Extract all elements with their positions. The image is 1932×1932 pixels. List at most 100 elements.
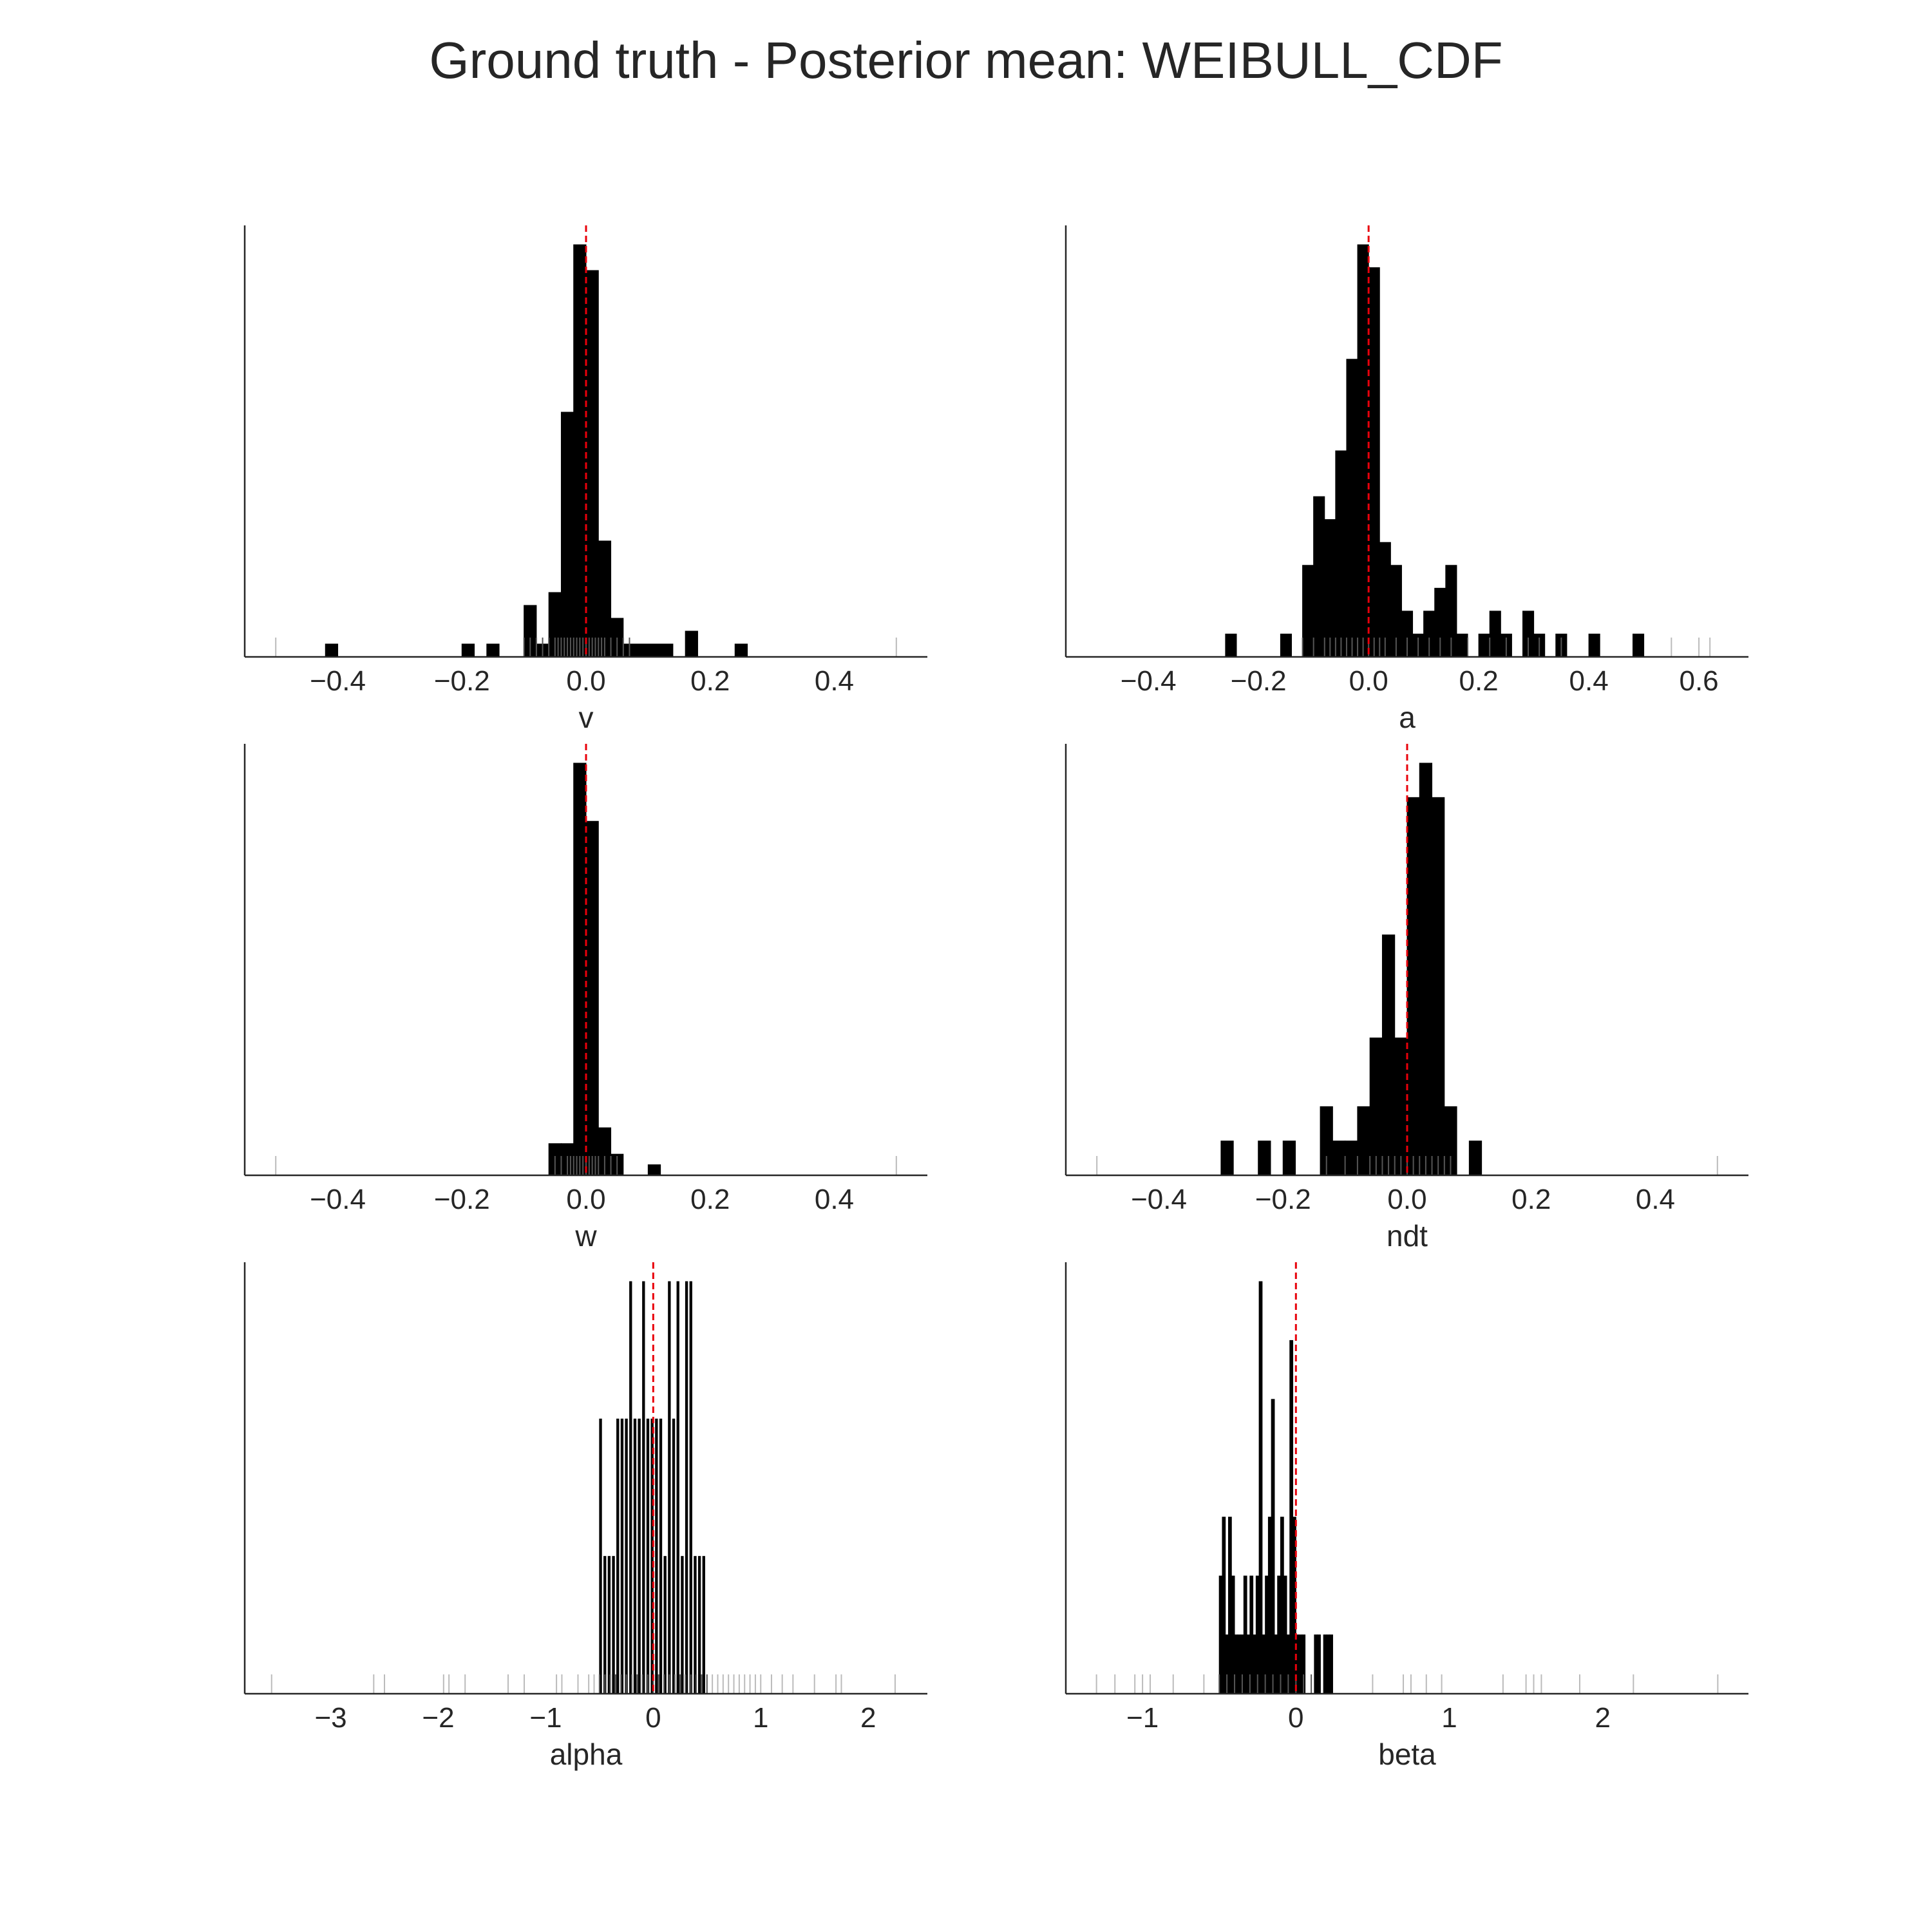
a-bar — [1588, 633, 1600, 658]
w-axis-label: w — [574, 1219, 597, 1253]
v-bar — [585, 270, 599, 658]
alpha-bar — [685, 1281, 688, 1694]
alpha-bar — [629, 1281, 632, 1694]
beta-bar — [1267, 1517, 1272, 1694]
alpha-tick-label: 0 — [645, 1702, 661, 1734]
beta-bar — [1253, 1634, 1256, 1694]
ndt-bar — [1220, 1141, 1234, 1176]
a-axis-label: a — [1399, 701, 1416, 734]
a-tick-label: 0.6 — [1679, 665, 1718, 697]
alpha-bar — [663, 1556, 667, 1694]
ndt-tick-label: 0.2 — [1511, 1184, 1551, 1215]
beta-tick-label: 2 — [1595, 1702, 1610, 1734]
a-bar — [1280, 633, 1292, 658]
figure-title: Ground truth - Posterior mean: WEIBULL_C… — [429, 32, 1503, 89]
beta-bar — [1237, 1634, 1242, 1694]
a-tick-label: 0.2 — [1459, 665, 1499, 697]
beta-tick-label: 0 — [1288, 1702, 1303, 1734]
panel-ndt: −0.4 −0.2 0.0 0.2 0.4 ndt — [1065, 744, 1748, 1311]
a-bar — [1456, 633, 1468, 658]
v-tick-label: 0.4 — [815, 665, 854, 697]
a-bar — [1324, 519, 1336, 658]
ndt-bar — [1357, 1106, 1370, 1176]
alpha-bar — [702, 1556, 705, 1694]
a-tick-label: −0.4 — [1121, 665, 1177, 697]
ndt-bar — [1345, 1141, 1358, 1176]
alpha-bar — [638, 1418, 641, 1694]
beta-bar — [1289, 1340, 1294, 1694]
a-bar — [1313, 496, 1325, 658]
v-bar — [647, 643, 661, 658]
ndt-bar — [1394, 1037, 1408, 1176]
alpha-bar — [681, 1556, 684, 1694]
alpha-bar — [642, 1281, 645, 1694]
v-bar — [660, 643, 674, 658]
alpha-tick-label: 1 — [753, 1702, 768, 1734]
v-axis-label: v — [579, 701, 594, 734]
ndt-bar — [1369, 1037, 1383, 1176]
histogram-w: −0.4 −0.2 0.0 0.2 0.4 w — [243, 744, 927, 1253]
ndt-tick-label: 0.4 — [1636, 1184, 1675, 1215]
w-bar — [647, 1164, 661, 1176]
ndt-tick-label: −0.2 — [1255, 1184, 1311, 1215]
beta-bar — [1274, 1634, 1278, 1694]
alpha-bar — [616, 1418, 620, 1694]
alpha-bar — [633, 1418, 637, 1694]
alpha-bar — [697, 1556, 701, 1694]
alpha-bar — [655, 1418, 658, 1694]
panel-w: −0.4 −0.2 0.0 0.2 0.4 w — [243, 744, 927, 1311]
ndt-bar — [1258, 1141, 1271, 1176]
ndt-axis-label: ndt — [1387, 1219, 1428, 1253]
alpha-bar — [599, 1418, 602, 1694]
beta-bar — [1271, 1399, 1275, 1694]
panel-v: −0.4 −0.2 0.0 0.2 0.4 v — [243, 225, 927, 792]
a-tick-label: 0.0 — [1349, 665, 1388, 697]
v-bar — [573, 244, 587, 658]
v-bar — [461, 643, 475, 658]
v-tick-label: −0.4 — [310, 665, 366, 697]
beta-bar — [1258, 1281, 1263, 1694]
alpha-bar — [676, 1281, 679, 1694]
alpha-tick-label: −3 — [314, 1702, 346, 1734]
ndt-tick-label: 0.0 — [1387, 1184, 1426, 1215]
beta-bar — [1280, 1517, 1284, 1694]
histogram-alpha: −3 −2 −1 0 1 2 alpha — [243, 1262, 927, 1771]
a-bar — [1357, 244, 1369, 658]
ndt-bar — [1282, 1141, 1296, 1176]
w-tick-label: −0.4 — [310, 1184, 366, 1215]
alpha-bar — [620, 1418, 624, 1694]
a-bar — [1302, 565, 1314, 658]
beta-bar — [1317, 1634, 1321, 1694]
w-bar — [573, 762, 587, 1176]
beta-bar — [1329, 1634, 1333, 1694]
v-bar — [635, 643, 649, 658]
w-tick-label: 0.2 — [690, 1184, 730, 1215]
alpha-bar — [672, 1418, 676, 1694]
beta-axis-label: beta — [1378, 1738, 1436, 1771]
v-bar — [685, 630, 698, 658]
alpha-tick-label: −1 — [529, 1702, 562, 1734]
ndt-bar — [1468, 1141, 1482, 1176]
beta-tick-label: −1 — [1126, 1702, 1159, 1734]
alpha-bar — [607, 1556, 611, 1694]
beta-bar — [1326, 1634, 1331, 1694]
beta-tick-label: 1 — [1441, 1702, 1457, 1734]
histogram-ndt: −0.4 −0.2 0.0 0.2 0.4 ndt — [1065, 744, 1748, 1253]
ndt-bar — [1381, 934, 1396, 1176]
w-tick-label: −0.2 — [434, 1184, 490, 1215]
panel-alpha: −3 −2 −1 0 1 2 alpha — [243, 1262, 927, 1829]
beta-bar — [1222, 1517, 1226, 1694]
w-bar — [585, 820, 599, 1176]
ndt-tick-label: −0.4 — [1131, 1184, 1187, 1215]
w-tick-label: 0.0 — [566, 1184, 605, 1215]
panel-beta: −1 0 1 2 beta — [1065, 1262, 1748, 1829]
ndt-bar — [1406, 797, 1420, 1176]
histogram-v: −0.4 −0.2 0.0 0.2 0.4 v — [243, 225, 927, 734]
v-tick-label: −0.2 — [434, 665, 490, 697]
alpha-bar — [603, 1556, 607, 1694]
v-bar — [325, 643, 339, 658]
ndt-bar — [1432, 797, 1445, 1176]
alpha-axis-label: alpha — [550, 1738, 623, 1771]
w-tick-label: 0.4 — [815, 1184, 854, 1215]
beta-bar — [1283, 1575, 1287, 1694]
